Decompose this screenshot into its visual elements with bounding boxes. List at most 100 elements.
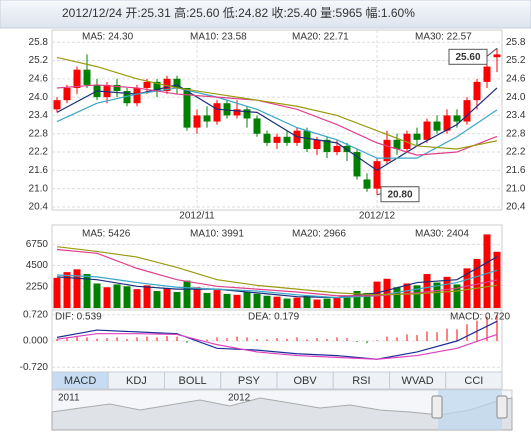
volume-bar — [473, 258, 481, 308]
volume-bar — [153, 291, 161, 308]
volume-bar — [343, 296, 351, 308]
candle-body — [223, 103, 231, 116]
y-tick-label: 25.2 — [29, 55, 49, 66]
tab-label[interactable]: BOLL — [179, 375, 207, 387]
y-tick-label: 0.000 — [23, 336, 48, 347]
candle-body — [183, 87, 191, 128]
y-tick-label: 22.2 — [29, 147, 49, 158]
volume-bar — [413, 285, 421, 308]
y-tick-label: 22.2 — [506, 147, 526, 158]
candle-body — [423, 121, 431, 140]
candle-body — [313, 139, 321, 149]
candle-body — [303, 130, 311, 149]
annotation-leader — [376, 193, 382, 196]
y-tick-label: 25.2 — [506, 55, 526, 66]
ma-line — [56, 248, 498, 297]
y-tick-label: 25.8 — [29, 37, 49, 48]
y-tick-label: 21.0 — [29, 183, 49, 194]
y-tick-label: 0.720 — [23, 309, 48, 320]
volume-bar — [423, 274, 431, 308]
volume-bar — [273, 296, 281, 308]
candle-body — [383, 139, 391, 162]
legend-entry: MACD: 0.720 — [450, 312, 510, 323]
volume-bar — [73, 269, 81, 308]
tab-label[interactable]: MACD — [64, 375, 96, 387]
legend-entry: MA10: 3991 — [190, 229, 244, 240]
candle-body — [473, 81, 481, 101]
candle-body — [483, 66, 491, 82]
candle-body — [333, 145, 341, 153]
volume-bar — [103, 287, 111, 308]
candle-body — [163, 78, 171, 92]
tab-label[interactable]: RSI — [352, 375, 370, 387]
candle-body — [63, 87, 71, 101]
annotation-label: 20.80 — [387, 189, 412, 200]
navigator-handle[interactable] — [431, 395, 443, 419]
tab-label[interactable]: CCI — [464, 375, 483, 387]
ma-line — [56, 320, 498, 360]
ma-line — [56, 84, 498, 156]
annotation-box — [380, 186, 420, 203]
ma-line — [56, 256, 498, 299]
ma-line — [56, 269, 498, 299]
tab-label[interactable]: PSY — [238, 375, 261, 387]
candle-body — [413, 133, 421, 140]
y-tick-label: 23.4 — [29, 110, 49, 121]
y-tick-label: 24.6 — [29, 73, 49, 84]
candle-body — [403, 133, 411, 149]
y-tick-label: 4500 — [26, 260, 49, 271]
tab[interactable] — [445, 371, 503, 390]
tab-label[interactable]: WVAD — [402, 375, 434, 387]
legend-entry: MA5: 5426 — [82, 229, 131, 240]
tab-label[interactable]: OBV — [294, 375, 318, 387]
volume-bar — [133, 289, 141, 308]
x-tick-label: 2012/12 — [359, 211, 396, 222]
volume-bar — [393, 287, 401, 308]
legend-entry: DIF: 0.539 — [55, 312, 102, 323]
volume-bar — [223, 293, 231, 308]
candle-body — [143, 81, 151, 88]
y-tick-label: 21.6 — [29, 165, 49, 176]
volume-bar — [143, 285, 151, 308]
volume-bar — [213, 290, 221, 308]
candle-body — [283, 136, 291, 143]
candle-body — [393, 139, 401, 149]
candle-body — [153, 81, 161, 92]
volume-bar — [63, 272, 71, 308]
candle-body — [323, 139, 331, 153]
volume-bar — [283, 298, 291, 308]
y-tick-label: 24.6 — [506, 73, 526, 84]
x-tick-label: 2012/11 — [179, 211, 215, 222]
navigator-label: 2011 — [58, 393, 80, 404]
volume-bar — [193, 287, 201, 308]
ma-line — [56, 84, 498, 172]
volume-bar — [453, 284, 461, 308]
volume-bar — [113, 284, 121, 308]
header-text: 2012/12/24 开:25.31 高:25.60 低:24.82 收:25.… — [62, 5, 415, 20]
candle-body — [53, 100, 61, 110]
tab-label[interactable]: KDJ — [126, 375, 147, 387]
y-tick-label: 21.6 — [506, 165, 526, 176]
volume-bar — [363, 292, 371, 308]
legend-entry: MA20: 2966 — [292, 229, 346, 240]
candle-body — [493, 54, 501, 58]
legend-entry: MA20: 22.71 — [292, 32, 349, 43]
candle-body — [353, 152, 361, 177]
volume-bar — [303, 295, 311, 308]
y-tick-label: 20.4 — [29, 202, 49, 213]
candle-body — [123, 91, 131, 104]
y-tick-label: 20.4 — [506, 202, 526, 213]
volume-bar — [463, 268, 471, 308]
legend-entry: MA30: 2404 — [415, 229, 469, 240]
legend-entry: MA30: 22.57 — [415, 32, 472, 43]
volume-bar — [293, 297, 301, 308]
y-tick-label: 22.8 — [29, 128, 49, 139]
candle-body — [213, 103, 221, 122]
navigator-window[interactable] — [438, 390, 502, 430]
candle-body — [193, 115, 201, 128]
navigator-handle[interactable] — [496, 395, 508, 419]
volume-bar — [163, 288, 171, 308]
volume-bar — [333, 297, 341, 308]
y-tick-label: 6750 — [26, 239, 49, 250]
ma-line — [56, 56, 498, 150]
